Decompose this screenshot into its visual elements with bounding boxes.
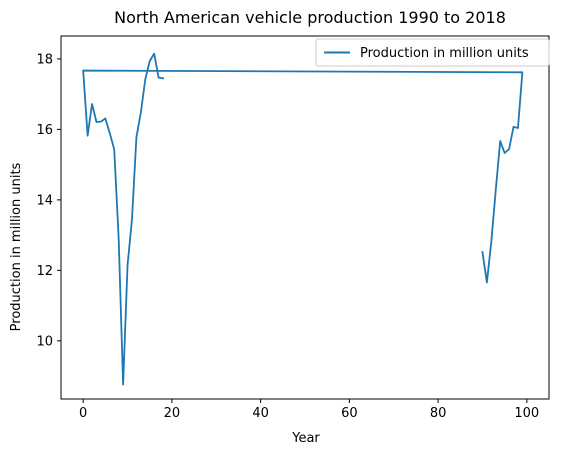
y-tick-label: 14 <box>36 193 53 208</box>
legend-label: Production in million units <box>360 46 529 61</box>
y-axis-label: Production in million units <box>9 162 24 331</box>
chart-title: North American vehicle production 1990 t… <box>114 8 506 27</box>
legend: Production in million units <box>315 38 550 67</box>
x-axis-label: Year <box>291 431 320 446</box>
x-tick-label: 20 <box>164 406 181 421</box>
plot-area: 0 20 40 60 80 100 10 12 14 16 18 <box>36 35 550 421</box>
x-axis: 0 20 40 60 80 100 <box>79 399 539 421</box>
y-tick-label: 10 <box>36 334 53 349</box>
x-tick-label: 80 <box>430 406 447 421</box>
y-axis: 10 12 14 16 18 <box>36 52 61 349</box>
y-tick-label: 16 <box>36 123 53 138</box>
x-tick-label: 0 <box>79 406 87 421</box>
plot-frame <box>60 35 550 400</box>
x-tick-label: 100 <box>514 406 539 421</box>
y-tick-label: 12 <box>36 264 53 279</box>
legend-box <box>315 38 550 67</box>
x-tick-label: 40 <box>252 406 269 421</box>
series-line-production <box>82 52 524 386</box>
y-tick-label: 18 <box>36 52 53 67</box>
x-tick-label: 60 <box>341 406 358 421</box>
